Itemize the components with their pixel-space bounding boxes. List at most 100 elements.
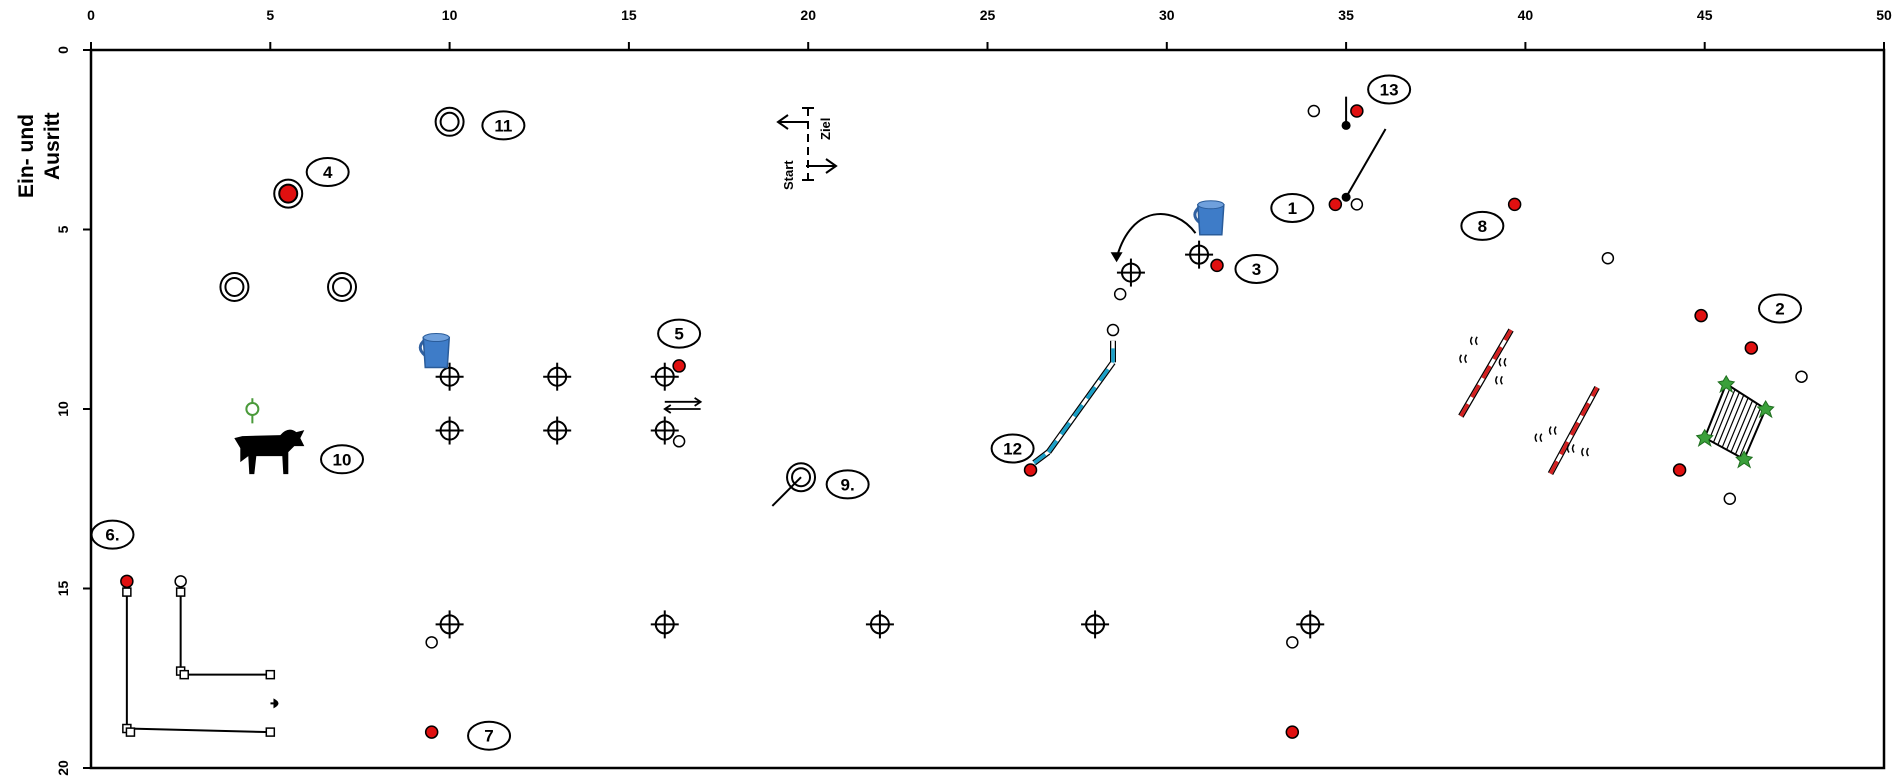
arrow-left-head	[663, 404, 672, 414]
white-marker	[1106, 323, 1120, 337]
black-marker	[1341, 192, 1351, 202]
curved-arrow-line	[1115, 212, 1197, 259]
hoof-mark-icon	[1495, 375, 1503, 385]
x-tick-label: 25	[980, 7, 996, 23]
obstacle-label-oval	[657, 318, 702, 349]
red-marker	[120, 574, 134, 589]
white-marker	[1601, 251, 1615, 265]
white-marker	[1723, 492, 1737, 505]
red-marker	[1744, 341, 1759, 355]
obstacle-label-oval	[825, 469, 870, 500]
course-objects	[120, 96, 1808, 739]
obstacle-label-oval	[90, 519, 135, 550]
obstacle-label-oval	[1367, 74, 1412, 105]
red-marker	[1672, 463, 1687, 477]
arena-border	[89, 48, 1886, 770]
arrow-right-head	[694, 397, 703, 407]
target-cross-icon	[435, 610, 464, 639]
y-tick-label: 15	[55, 581, 71, 597]
obstacle-label-10: 10	[320, 444, 365, 475]
red-marker	[672, 359, 686, 373]
obstacle-label-3: 3	[1234, 253, 1279, 284]
obstacle-label-1: 1	[1270, 192, 1315, 223]
target-cross-icon	[865, 610, 894, 639]
ring-marker-icon	[327, 271, 358, 302]
obstacle-label-12: 12	[990, 433, 1035, 464]
white-marker	[425, 636, 438, 649]
obstacle-label-11: 11	[481, 110, 526, 141]
ring-marker-icon	[219, 271, 250, 302]
target-cross-icon	[650, 416, 679, 445]
obstacle-label-text: 7	[484, 727, 493, 746]
hurdle-slat	[1726, 397, 1749, 450]
x-tick-label: 0	[87, 7, 95, 23]
hurdle-slat	[1708, 386, 1732, 441]
hurdle-slat	[1712, 389, 1736, 443]
target-cross-icon	[543, 416, 572, 445]
hoof-mark-icon	[1498, 357, 1507, 367]
white-marker	[1307, 104, 1321, 118]
fence-post	[125, 727, 136, 737]
x-tick-label: 45	[1697, 7, 1713, 23]
obstacle-label-text: 9.	[841, 475, 855, 494]
plant-icon	[1756, 400, 1775, 419]
start-arrow-head	[825, 158, 838, 174]
gate-line	[1345, 128, 1387, 198]
red-marker	[1328, 197, 1343, 212]
y-tick-label: 20	[55, 760, 71, 776]
curved-arrow-head	[1110, 252, 1123, 263]
obstacle-label-text: 6.	[105, 526, 119, 545]
hurdle-slat	[1739, 405, 1762, 458]
obstacle-label-oval	[1234, 253, 1279, 284]
obstacle-label-7: 7	[467, 720, 512, 751]
bucket-icon	[418, 333, 451, 369]
hurdle-box	[1703, 382, 1767, 461]
hurdle-slat	[1717, 392, 1740, 446]
obstacle-label-4: 4	[305, 157, 350, 188]
entrance-label-line1: Ein- und	[15, 114, 38, 198]
obstacle-label-oval	[1758, 293, 1803, 324]
x-tick-label: 20	[800, 7, 816, 23]
target-cross-icon	[1296, 610, 1325, 639]
plant-icon	[1717, 374, 1736, 394]
fence-post	[265, 669, 276, 680]
obstacle-label-oval	[1460, 210, 1505, 241]
hurdle-slat	[1734, 403, 1758, 455]
fence-post	[179, 669, 189, 680]
red-marker	[1023, 463, 1038, 477]
target-cross-icon	[1081, 610, 1110, 639]
ring-marker-icon	[434, 106, 465, 137]
red-marker	[1210, 258, 1224, 273]
obstacle-label-text: 8	[1478, 217, 1487, 236]
obstacle-label-8: 8	[1460, 210, 1505, 241]
target-cross-icon	[435, 416, 464, 445]
white-marker	[1286, 636, 1299, 649]
x-tick-label: 30	[1159, 7, 1175, 23]
obstacle-label-text: 11	[494, 116, 512, 135]
white-marker	[1795, 370, 1808, 383]
hoof-mark-icon	[1469, 336, 1478, 346]
hoof-mark-icon	[1548, 426, 1557, 435]
fence-post	[175, 587, 186, 597]
red-marker	[1285, 725, 1300, 739]
start-finish-marker: Start Ziel	[776, 107, 838, 190]
obstacle-label-text: 4	[323, 163, 333, 182]
hoof-mark-icon	[1581, 447, 1589, 457]
fence-line	[126, 727, 271, 734]
obstacle-label-text: 1	[1288, 199, 1297, 218]
x-tick-label: 50	[1876, 7, 1892, 23]
white-marker	[1350, 198, 1364, 211]
target-cross-icon	[650, 362, 679, 391]
white-marker	[1113, 287, 1127, 301]
entrance-label-line2: Ausritt	[41, 112, 64, 180]
start-label: Start	[781, 160, 796, 190]
hoof-mark-icon	[1534, 433, 1543, 443]
obstacle-label-6: 6.	[90, 519, 135, 550]
obstacle-label-text: 5	[674, 325, 683, 344]
black-marker	[1341, 120, 1351, 130]
obstacle-label-oval	[1270, 192, 1315, 223]
